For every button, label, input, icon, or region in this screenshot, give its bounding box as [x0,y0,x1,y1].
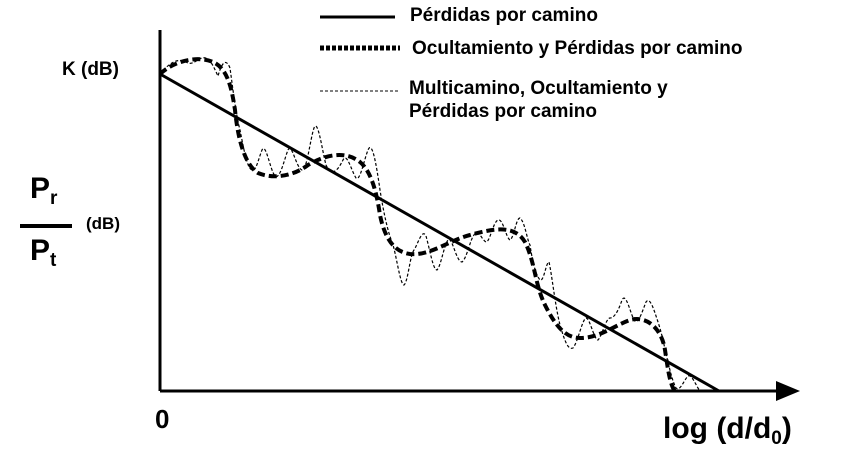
x-axis-label-main: log (d/d [663,412,772,445]
ratio-unit-label: (dB) [86,214,120,233]
ratio-den-sub: t [50,250,57,271]
ratio-den-base: P [30,234,51,267]
x-axis-label: log (d/d0) [663,412,792,450]
ratio-num-base: P [30,172,51,205]
ratio-num-sub: r [50,188,58,209]
power-ratio-label: Pr Pt [20,172,80,282]
x-axis-label-end: ) [781,412,792,445]
origin-label: 0 [155,404,170,434]
x-axis-arrowhead [776,381,800,401]
legend-shadowing: Ocultamiento y Pérdidas por camino [412,38,743,59]
x-axis-label-sub: 0 [771,428,782,449]
legend-multipath: Multicamino, Ocultamiento y Pérdidas por… [409,77,668,123]
ratio-denominator: Pt [30,234,56,272]
fraction-bar [20,224,72,228]
multipath-curve [159,57,701,392]
shadowing-curve [158,57,677,393]
ratio-numerator: Pr [30,172,57,210]
legend-multipath-line2: Pérdidas por camino [409,101,597,122]
legend-path-loss: Pérdidas por camino [410,5,598,26]
k-db-label: K (dB) [62,59,119,80]
legend-multipath-line1: Multicamino, Ocultamiento y [409,78,668,99]
path-loss-line [159,72,720,393]
